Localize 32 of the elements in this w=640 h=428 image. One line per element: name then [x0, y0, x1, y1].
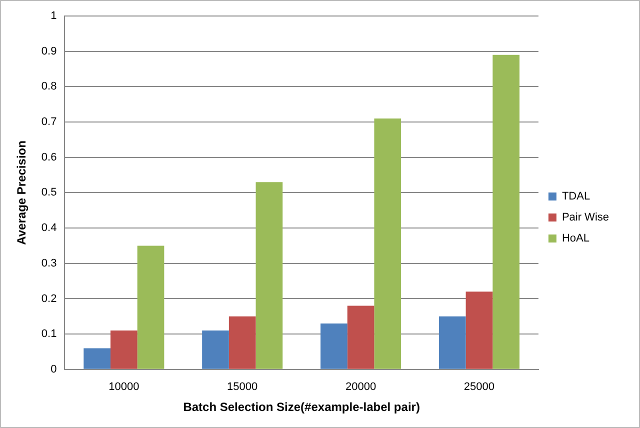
y-tick-label: 0.5: [41, 186, 57, 199]
x-axis-title: Batch Selection Size(#example-label pair): [183, 400, 420, 414]
legend-label: Pair Wise: [562, 212, 609, 224]
x-tick-label: 25000: [464, 381, 495, 394]
bar: [84, 348, 110, 369]
bar: [466, 292, 493, 369]
legend-label: HoAL: [562, 232, 590, 245]
y-axis-title: Average Precision: [14, 140, 29, 245]
bar: [320, 323, 348, 369]
y-tick-label: 0: [50, 363, 57, 376]
x-tick-label: 15000: [227, 381, 258, 394]
bar: [347, 306, 374, 369]
y-tick-label: 0.3: [41, 257, 57, 270]
x-tick-label: 20000: [345, 381, 376, 394]
bar: [137, 246, 164, 369]
y-tick-label: 0.2: [41, 292, 57, 305]
x-tick-label: 10000: [108, 381, 140, 394]
bar: [374, 118, 402, 369]
bar: [228, 316, 256, 369]
bar: [110, 330, 138, 369]
y-tick-label: 1: [50, 10, 57, 22]
bar: [438, 316, 466, 369]
bar: [202, 330, 229, 369]
bar: [256, 182, 283, 369]
bar: [492, 54, 520, 369]
y-tick-label: 0.8: [41, 80, 57, 93]
y-tick-label: 0.1: [41, 328, 57, 340]
y-tick-label: 0.6: [41, 151, 57, 164]
y-tick-label: 0.7: [41, 116, 57, 128]
y-tick-label: 0.9: [41, 45, 57, 58]
y-tick-label: 0.4: [41, 222, 57, 234]
legend-label: TDAL: [562, 190, 590, 203]
